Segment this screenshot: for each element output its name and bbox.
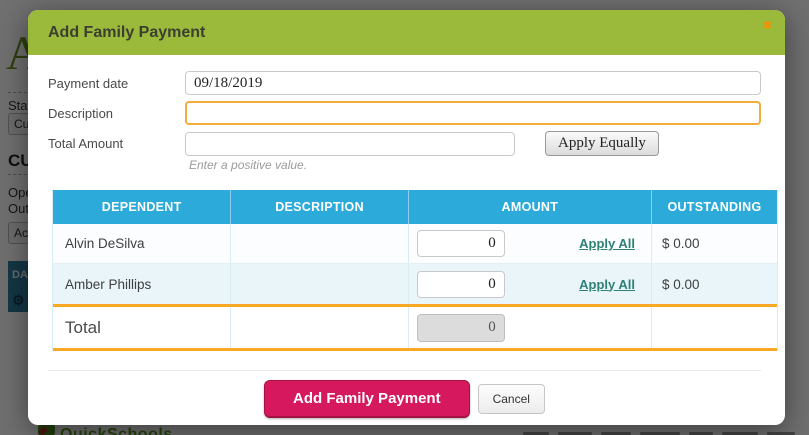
row-amount-input[interactable] <box>416 270 505 298</box>
total-amount-helper-text: Enter a positive value. <box>189 158 308 172</box>
column-header-description: DESCRIPTION <box>230 190 407 224</box>
table-row: Amber Phillips Apply All $ 0.00 <box>53 264 777 304</box>
table-row: Alvin DeSilva Apply All $ 0.00 <box>53 224 777 264</box>
column-header-dependent: DEPENDENT <box>101 200 182 214</box>
total-row: Total <box>53 307 777 348</box>
apply-all-link[interactable]: Apply All <box>579 276 635 292</box>
dependents-table: DEPENDENT DESCRIPTION AMOUNT OUTSTANDING… <box>52 190 778 351</box>
total-amount-input[interactable] <box>185 131 515 156</box>
description-label: Description <box>48 105 114 121</box>
total-amount-label: Total Amount <box>48 136 124 151</box>
add-family-payment-dialog: Add Family Payment ✖ Payment date Descri… <box>28 10 785 425</box>
description-input[interactable] <box>185 101 761 125</box>
dependent-description <box>230 264 407 304</box>
dialog-header: Add Family Payment ✖ <box>28 10 785 55</box>
dialog-title: Add Family Payment <box>48 23 206 41</box>
payment-date-label: Payment date <box>48 75 129 91</box>
table-header-row: DEPENDENT DESCRIPTION AMOUNT OUTSTANDING <box>53 190 777 224</box>
total-amount-readonly <box>416 313 505 342</box>
add-family-payment-button[interactable]: Add Family Payment <box>264 380 470 418</box>
total-label: Total <box>65 317 101 337</box>
dependent-description <box>230 224 407 263</box>
dialog-body: Payment date Description Total Amount Ap… <box>28 55 785 418</box>
apply-equally-button[interactable]: Apply Equally <box>545 131 659 156</box>
total-divider-top <box>53 304 777 307</box>
total-divider-bottom <box>53 348 777 351</box>
row-amount-input[interactable] <box>416 230 505 257</box>
outstanding-value: $ 0.00 <box>651 224 777 263</box>
payment-date-input[interactable] <box>185 71 761 95</box>
dependent-name: Alvin DeSilva <box>65 236 145 251</box>
dialog-footer: Add Family Payment Cancel <box>48 370 761 418</box>
dependent-name: Amber Phillips <box>65 276 152 292</box>
apply-all-link[interactable]: Apply All <box>579 236 635 251</box>
cancel-button[interactable]: Cancel <box>477 384 545 414</box>
column-header-outstanding: OUTSTANDING <box>651 190 777 224</box>
outstanding-value: $ 0.00 <box>651 264 777 304</box>
column-header-amount: AMOUNT <box>407 190 651 224</box>
close-icon[interactable]: ✖ <box>762 20 772 32</box>
